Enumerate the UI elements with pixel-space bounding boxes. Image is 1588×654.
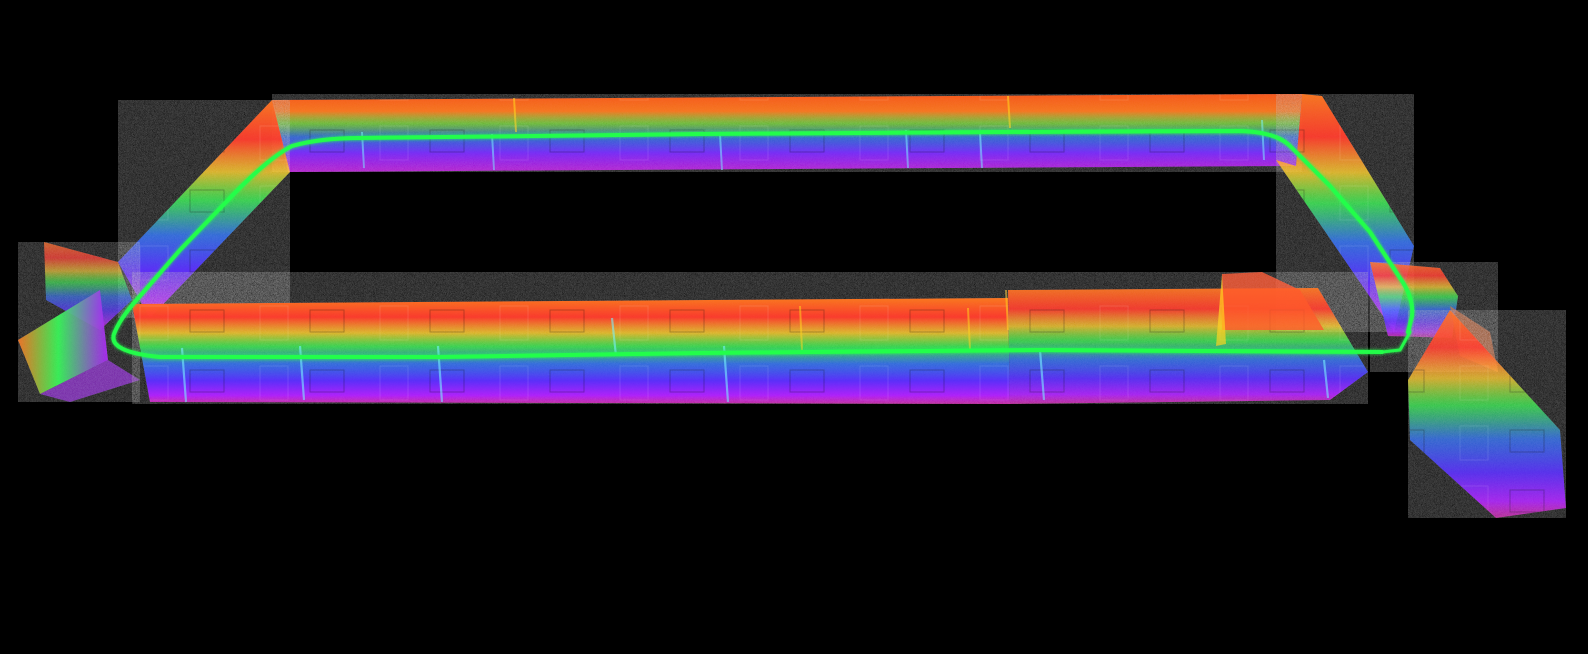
right-extension-wall	[1408, 310, 1566, 518]
near-wall	[132, 272, 1368, 404]
left-wall	[118, 100, 290, 318]
left-end-cap	[18, 242, 140, 402]
trajectory-path	[111, 129, 1415, 359]
